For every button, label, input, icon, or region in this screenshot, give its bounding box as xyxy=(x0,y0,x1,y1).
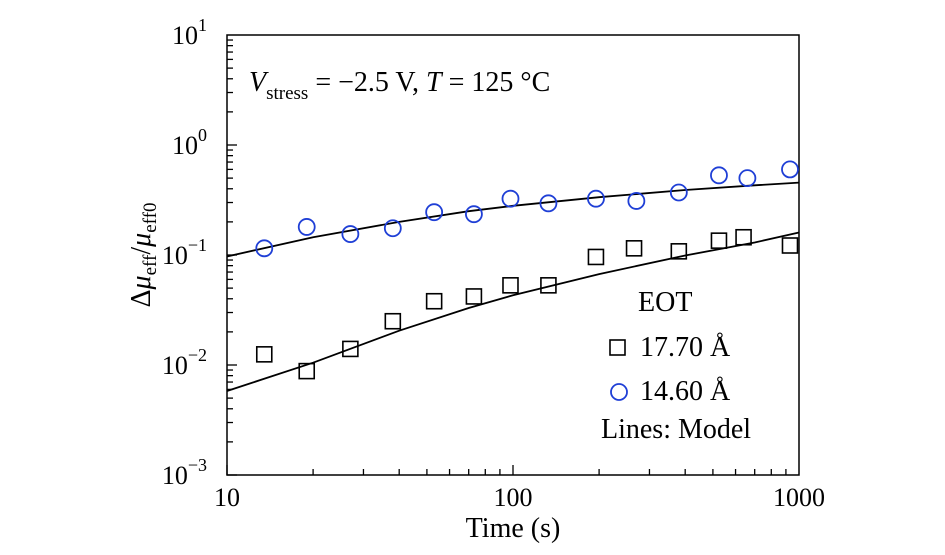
data-point-square xyxy=(540,277,557,294)
data-point-square xyxy=(781,237,799,254)
data-point-square xyxy=(465,288,483,305)
data-point-square xyxy=(625,240,643,257)
legend-title: EOT xyxy=(638,287,692,318)
x-tick-label: 10 xyxy=(214,483,240,512)
plot-frame xyxy=(226,34,800,476)
x-tick-label: 1000 xyxy=(773,483,825,512)
y-axis-title: Δμeff/μeff0 xyxy=(126,203,161,308)
x-tick-label: 100 xyxy=(494,483,533,512)
data-point-circle xyxy=(627,192,646,210)
data-point-circle xyxy=(341,225,360,243)
data-point-circle xyxy=(383,219,402,238)
tick-labels-group: 10 100 1000 101 100 10−1 10−2 10−3 xyxy=(162,15,825,512)
data-point-circle xyxy=(710,166,728,185)
plot-frame-group xyxy=(226,34,800,476)
legend-circle-marker xyxy=(610,383,628,401)
y-tick-label: 10−2 xyxy=(162,345,207,380)
conditions-annotation: Vstress = −2.5 V, T = 125 °C xyxy=(249,67,550,104)
data-point-square xyxy=(587,248,605,266)
data-point-circle xyxy=(669,183,688,202)
data-point-square xyxy=(502,277,519,294)
legend-square-marker xyxy=(609,339,626,356)
data-point-circle xyxy=(539,194,558,213)
legend-label-17-70: 17.70 Å xyxy=(640,332,731,363)
data-point-square xyxy=(425,292,443,310)
data-point-square xyxy=(670,243,688,260)
legend-label-14-60: 14.60 Å xyxy=(640,376,731,407)
ticks-group xyxy=(226,39,787,476)
y-tick-label: 10−1 xyxy=(162,235,207,270)
model-line-2 xyxy=(226,181,800,258)
data-points-group xyxy=(255,160,799,380)
data-point-circle xyxy=(425,203,444,222)
y-tick-label: 10−3 xyxy=(162,455,207,490)
y-tick-label: 101 xyxy=(172,15,207,50)
data-point-square xyxy=(710,232,728,249)
x-axis-title: Time (s) xyxy=(466,513,561,544)
legend: EOT 17.70 Å 14.60 Å Lines: Model xyxy=(601,287,751,445)
data-point-circle xyxy=(738,169,757,188)
data-point-circle xyxy=(465,205,483,224)
data-point-circle xyxy=(255,239,274,258)
data-point-circle xyxy=(501,189,520,208)
legend-footer: Lines: Model xyxy=(601,414,751,445)
data-point-circle xyxy=(781,160,799,179)
data-point-circle xyxy=(297,218,316,236)
y-tick-label: 100 xyxy=(172,125,207,160)
data-point-square xyxy=(384,312,402,330)
model-line-1 xyxy=(226,231,800,392)
data-point-square xyxy=(342,340,359,358)
data-point-circle xyxy=(587,189,605,208)
data-point-square xyxy=(735,228,752,246)
data-point-square xyxy=(298,362,316,380)
data-point-square xyxy=(255,346,273,363)
